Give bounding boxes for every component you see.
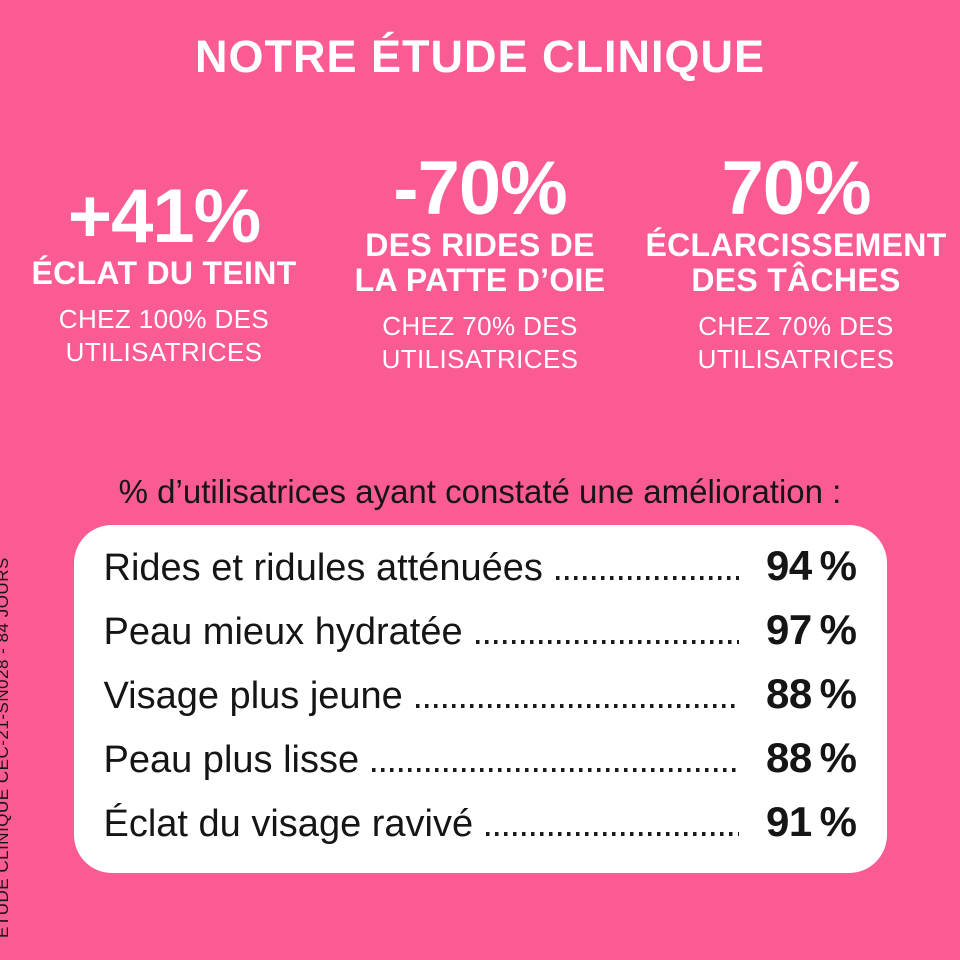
result-label: Visage plus jeune [103,675,403,718]
result-value: 97 % [766,606,857,654]
stat-audience-line: UTILISATRICES [697,344,895,375]
result-label: Éclat du visage ravivé [103,803,474,846]
stat-number: +41% [67,173,262,259]
stat-column-rides-patte-oie: -70% DES RIDES DE LA PATTE D’OIE CHEZ 70… [322,146,638,376]
stat-number: 70% [721,146,871,231]
dotted-leader [372,768,739,773]
stat-audience-line: CHEZ 100% DES [58,304,270,335]
dotted-leader [555,576,739,581]
stat-subtitle: ÉCLAT DU TEINT [6,256,322,291]
stat-audience-line: UTILISATRICES [65,337,263,368]
results-card: Rides et ridules atténuées 94 % Peau mie… [73,525,887,874]
dotted-leader [475,640,739,645]
result-row: Rides et ridules atténuées 94 % [103,537,858,601]
result-label: Rides et ridules atténuées [103,547,543,590]
stat-subtitle-line: ÉCLAT DU TEINT [31,254,297,291]
stat-subtitle-line: LA PATTE D’OIE [354,261,606,298]
result-label: Peau plus lisse [103,739,360,782]
result-value: 94 % [766,542,857,590]
result-value: 91 % [766,798,857,846]
stat-column-eclat-du-teint: +41% ÉCLAT DU TEINT CHEZ 100% DES UTILIS… [6,173,322,377]
stat-subtitle: DES RIDES DE LA PATTE D’OIE [322,228,638,297]
stat-audience: CHEZ 100% DES UTILISATRICES [6,303,322,369]
dotted-leader [415,704,739,709]
dotted-leader [486,832,739,837]
stat-subtitle-line: DES TÂCHES [691,261,901,298]
stat-audience-line: UTILISATRICES [381,344,579,375]
stat-column-eclarcissement-taches: 70% ÉCLARCISSEMENT DES TÂCHES CHEZ 70% D… [638,146,954,376]
result-label: Peau mieux hydratée [103,611,463,654]
stat-audience-line: CHEZ 70% DES [382,311,578,342]
stat-audience: CHEZ 70% DES UTILISATRICES [322,310,638,376]
stat-subtitle-line: DES RIDES DE [365,227,595,264]
study-reference: ÉTUDE CLINIQUE CEC-21-SN028 - 84 JOURS [0,557,12,938]
page-title: NOTRE ÉTUDE CLINIQUE [194,31,766,82]
list-heading: % d’utilisatrices ayant constaté une amé… [118,473,842,511]
stat-subtitle-line: ÉCLARCISSEMENT [645,227,947,264]
result-value: 88 % [766,670,857,718]
stat-subtitle: ÉCLARCISSEMENT DES TÂCHES [638,228,954,297]
result-row: Visage plus jeune 88 % [103,665,858,729]
result-row: Éclat du visage ravivé 91 % [103,793,858,857]
stat-audience: CHEZ 70% DES UTILISATRICES [638,310,954,376]
result-row: Peau plus lisse 88 % [103,729,858,793]
stat-audience-line: CHEZ 70% DES [698,311,894,342]
result-value: 88 % [766,734,857,782]
result-row: Peau mieux hydratée 97 % [103,601,858,665]
stat-number: -70% [393,146,567,231]
stats-row: +41% ÉCLAT DU TEINT CHEZ 100% DES UTILIS… [0,146,960,377]
